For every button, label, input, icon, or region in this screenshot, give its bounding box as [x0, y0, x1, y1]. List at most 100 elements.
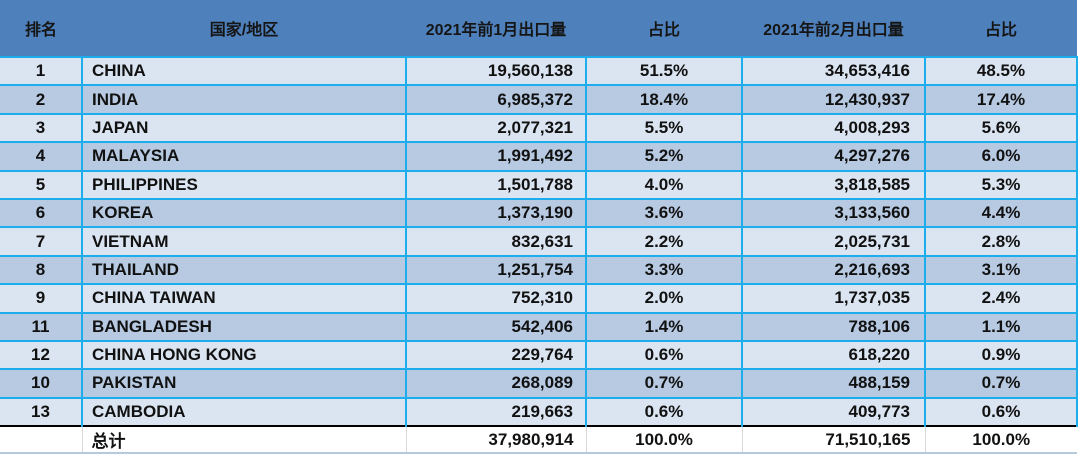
share-feb-cell: 1.1%: [924, 311, 1078, 341]
export-jan-cell: 6,985,372: [405, 84, 586, 114]
table-row: 8 THAILAND 1,251,754 3.3% 2,216,693 3.1%: [0, 254, 1078, 285]
country-cell: MALAYSIA: [81, 141, 406, 171]
export-jan-cell: 1,251,754: [405, 254, 586, 285]
export-feb-cell: 4,008,293: [741, 112, 925, 143]
country-cell: CHINA HONG KONG: [81, 339, 406, 370]
col-header-share-jan: 占比: [586, 0, 742, 57]
table-row: 4 MALAYSIA 1,991,492 5.2% 4,297,276 6.0%: [0, 141, 1078, 171]
country-cell: PAKISTAN: [81, 368, 406, 398]
country-cell: PHILIPPINES: [81, 169, 406, 199]
export-jan-cell: 1,991,492: [405, 141, 586, 171]
country-cell: CAMBODIA: [81, 396, 406, 427]
table-row: 1 CHINA 19,560,138 51.5% 34,653,416 48.5…: [0, 55, 1078, 86]
export-feb-cell: 2,025,731: [741, 226, 925, 256]
export-feb-cell: 1,737,035: [741, 283, 925, 313]
export-jan-cell: 2,077,321: [405, 112, 586, 143]
share-feb-cell: 2.8%: [924, 226, 1078, 256]
country-cell: KOREA: [81, 197, 406, 228]
share-jan-cell: 3.6%: [585, 197, 742, 228]
share-jan-cell: 1.4%: [585, 311, 742, 341]
total-rank-cell: [0, 425, 82, 455]
col-header-export-feb: 2021年前2月出口量: [742, 0, 925, 57]
total-label-cell: 总计: [81, 425, 406, 455]
share-jan-cell: 2.0%: [585, 283, 742, 313]
share-feb-cell: 0.7%: [924, 368, 1078, 398]
table-row: 3 JAPAN 2,077,321 5.5% 4,008,293 5.6%: [0, 112, 1078, 143]
share-feb-cell: 48.5%: [924, 55, 1078, 86]
table-row: 11 BANGLADESH 542,406 1.4% 788,106 1.1%: [0, 311, 1078, 341]
col-header-rank: 排名: [0, 0, 82, 57]
share-feb-cell: 5.3%: [924, 169, 1078, 199]
rank-cell: 1: [0, 55, 82, 86]
share-jan-cell: 5.5%: [585, 112, 742, 143]
export-feb-cell: 488,159: [741, 368, 925, 398]
share-feb-cell: 17.4%: [924, 84, 1078, 114]
export-feb-cell: 34,653,416: [741, 55, 925, 86]
export-jan-cell: 832,631: [405, 226, 586, 256]
export-feb-cell: 788,106: [741, 311, 925, 341]
col-header-export-jan: 2021年前1月出口量: [406, 0, 586, 57]
export-jan-cell: 752,310: [405, 283, 586, 313]
rank-cell: 13: [0, 396, 82, 427]
country-cell: INDIA: [81, 84, 406, 114]
rank-cell: 9: [0, 283, 82, 313]
rank-cell: 3: [0, 112, 82, 143]
total-share-feb-cell: 100.0%: [924, 425, 1077, 455]
table-header-row: 排名 国家/地区 2021年前1月出口量 占比 2021年前2月出口量 占比: [0, 0, 1077, 57]
total-share-jan-cell: 100.0%: [585, 425, 742, 455]
share-jan-cell: 4.0%: [585, 169, 742, 199]
export-jan-cell: 19,560,138: [405, 55, 586, 86]
table-row: 12 CHINA HONG KONG 229,764 0.6% 618,220 …: [0, 339, 1078, 370]
country-cell: THAILAND: [81, 254, 406, 285]
col-header-share-feb: 占比: [925, 0, 1077, 57]
total-export-feb-cell: 71,510,165: [741, 425, 925, 455]
share-jan-cell: 0.6%: [585, 396, 742, 427]
share-feb-cell: 4.4%: [924, 197, 1078, 228]
export-feb-cell: 409,773: [741, 396, 925, 427]
rank-cell: 12: [0, 339, 82, 370]
export-feb-cell: 2,216,693: [741, 254, 925, 285]
export-feb-cell: 3,818,585: [741, 169, 925, 199]
export-jan-cell: 1,501,788: [405, 169, 586, 199]
share-feb-cell: 3.1%: [924, 254, 1078, 285]
table-body: 1 CHINA 19,560,138 51.5% 34,653,416 48.5…: [0, 55, 1078, 427]
export-jan-cell: 1,373,190: [405, 197, 586, 228]
share-jan-cell: 5.2%: [585, 141, 742, 171]
rank-cell: 5: [0, 169, 82, 199]
table-row: 9 CHINA TAIWAN 752,310 2.0% 1,737,035 2.…: [0, 283, 1078, 313]
export-jan-cell: 229,764: [405, 339, 586, 370]
country-cell: CHINA: [81, 55, 406, 86]
country-cell: CHINA TAIWAN: [81, 283, 406, 313]
share-feb-cell: 2.4%: [924, 283, 1078, 313]
table-row: 2 INDIA 6,985,372 18.4% 12,430,937 17.4%: [0, 84, 1078, 114]
share-jan-cell: 0.7%: [585, 368, 742, 398]
export-jan-cell: 219,663: [405, 396, 586, 427]
total-export-jan-cell: 37,980,914: [405, 425, 586, 455]
share-feb-cell: 0.9%: [924, 339, 1078, 370]
share-jan-cell: 0.6%: [585, 339, 742, 370]
rank-cell: 8: [0, 254, 82, 285]
export-feb-cell: 4,297,276: [741, 141, 925, 171]
country-cell: VIETNAM: [81, 226, 406, 256]
total-row: 总计 37,980,914 100.0% 71,510,165 100.0%: [0, 425, 1077, 455]
table-row: 10 PAKISTAN 268,089 0.7% 488,159 0.7%: [0, 368, 1078, 398]
table-row: 6 KOREA 1,373,190 3.6% 3,133,560 4.4%: [0, 197, 1078, 228]
share-jan-cell: 2.2%: [585, 226, 742, 256]
table-row: 13 CAMBODIA 219,663 0.6% 409,773 0.6%: [0, 396, 1078, 427]
export-feb-cell: 12,430,937: [741, 84, 925, 114]
share-feb-cell: 0.6%: [924, 396, 1078, 427]
share-jan-cell: 18.4%: [585, 84, 742, 114]
rank-cell: 11: [0, 311, 82, 341]
country-cell: JAPAN: [81, 112, 406, 143]
rank-cell: 2: [0, 84, 82, 114]
share-jan-cell: 51.5%: [585, 55, 742, 86]
table-row: 5 PHILIPPINES 1,501,788 4.0% 3,818,585 5…: [0, 169, 1078, 199]
rank-cell: 6: [0, 197, 82, 228]
rank-cell: 7: [0, 226, 82, 256]
share-feb-cell: 5.6%: [924, 112, 1078, 143]
table-row: 7 VIETNAM 832,631 2.2% 2,025,731 2.8%: [0, 226, 1078, 256]
col-header-country: 国家/地区: [82, 0, 406, 57]
country-cell: BANGLADESH: [81, 311, 406, 341]
